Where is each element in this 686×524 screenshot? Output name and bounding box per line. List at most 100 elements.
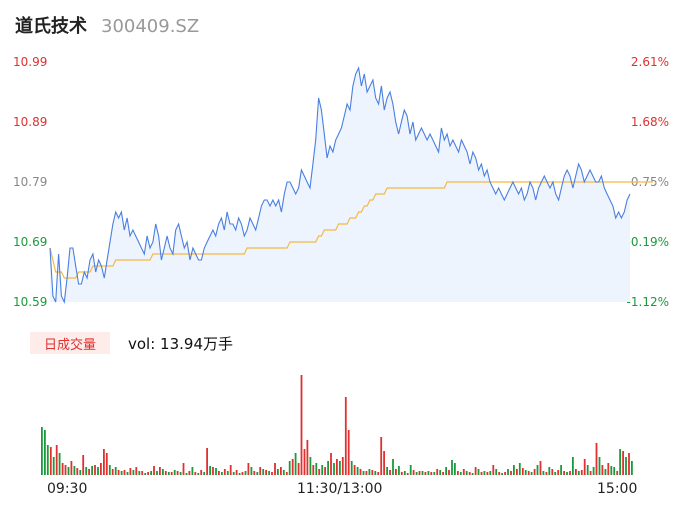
volume-bar: [427, 471, 430, 475]
volume-bar: [398, 466, 400, 475]
time-label-close: 15:00: [597, 481, 638, 497]
y-left-tick-1: 10.89: [13, 115, 47, 129]
volume-bar: [241, 472, 244, 475]
volume-bar: [274, 463, 276, 475]
volume-bar: [300, 375, 303, 475]
daily-volume-tab[interactable]: 日成交量: [30, 332, 110, 354]
volume-bar: [306, 440, 309, 475]
intraday-price-chart: 10.99 2.61%10.89 1.68%10.79 0.75%10.69 -0.19…: [13, 55, 669, 309]
volume-bar: [504, 472, 506, 475]
volume-bar: [52, 457, 55, 475]
volume-bar: [162, 469, 164, 475]
volume-bar: [197, 473, 200, 475]
volume-bar: [303, 449, 306, 475]
y-left-tick-0: 10.99: [13, 55, 47, 69]
volume-bar: [61, 463, 64, 475]
volume-bar: [44, 430, 46, 475]
volume-bar: [510, 471, 512, 475]
volume-bar: [215, 468, 217, 475]
volume-bar: [580, 470, 583, 475]
volume-bar: [415, 472, 418, 475]
volume-bar: [173, 470, 176, 475]
volume-bar: [572, 457, 574, 475]
volume-bar: [371, 470, 374, 475]
volume-bar: [489, 471, 492, 475]
volume-bar: [344, 397, 347, 475]
volume-bar: [138, 471, 141, 475]
time-label-open: 09:30: [47, 481, 88, 497]
y-left-tick-2: 10.79: [13, 175, 47, 189]
volume-bar: [347, 430, 350, 475]
volume-bar: [557, 470, 560, 475]
volume-bar: [631, 461, 633, 475]
volume-bar: [206, 448, 208, 475]
volume-bar: [164, 471, 167, 475]
volume-bar: [365, 471, 368, 475]
volume-bar: [359, 469, 362, 475]
volume-bar: [462, 469, 465, 475]
volume-bar-chart: [41, 375, 633, 475]
volume-bar: [218, 471, 220, 475]
volume-bar: [483, 471, 486, 475]
volume-bar: [315, 463, 318, 475]
y-right-tick-1: 1.68%: [631, 115, 669, 129]
volume-bar: [203, 472, 206, 475]
volume-bar: [454, 463, 456, 475]
volume-bar: [350, 461, 353, 475]
volume-bar: [117, 470, 120, 475]
volume-bar: [153, 466, 155, 475]
volume-bar: [88, 469, 90, 475]
volume-bar: [613, 467, 616, 475]
volume-bar: [536, 465, 539, 475]
volume-bar: [380, 437, 383, 475]
volume-bar: [362, 471, 365, 475]
volume-bar: [521, 468, 524, 475]
volume-bar: [356, 467, 359, 475]
volume-bar: [271, 472, 273, 475]
volume-bar: [465, 471, 468, 475]
volume-bar: [126, 472, 129, 475]
volume-bar: [209, 466, 211, 475]
volume-bar: [436, 469, 439, 475]
volume-bar: [144, 473, 147, 475]
y-right-tick-3: -0.19%: [627, 235, 669, 249]
volume-bar: [176, 471, 179, 475]
volume-bar: [108, 465, 111, 475]
volume-bar: [353, 465, 356, 475]
volume-bar: [486, 472, 489, 475]
volume-bar: [403, 471, 406, 475]
volume-bar: [386, 467, 388, 475]
volume-bar: [232, 472, 235, 475]
volume-bar: [339, 461, 341, 475]
volume-bar: [566, 472, 568, 475]
volume-bar: [262, 469, 265, 475]
volume-bar: [297, 463, 300, 475]
volume-bar: [533, 469, 536, 475]
volume-bar: [389, 470, 391, 475]
volume-bar: [622, 451, 624, 475]
volume-bar: [288, 461, 291, 475]
volume-bar: [324, 467, 326, 475]
volume-bar: [159, 467, 161, 475]
volume-bar: [185, 473, 188, 475]
volume-bar: [418, 471, 421, 475]
price-area-fill: [50, 68, 630, 302]
volume-bar: [468, 472, 471, 475]
volume-bar: [619, 449, 621, 475]
volume-bar: [551, 469, 554, 475]
volume-bar: [439, 470, 442, 475]
volume-bar: [309, 457, 312, 475]
stock-code: 300409.SZ: [101, 16, 200, 37]
volume-bar: [598, 457, 601, 475]
volume-bar: [368, 469, 371, 475]
volume-bar: [79, 470, 82, 475]
volume-bar: [141, 471, 144, 475]
volume-bar: [492, 465, 495, 475]
volume-bar: [147, 472, 149, 475]
volume-bar: [577, 471, 580, 475]
volume-bar: [111, 469, 114, 475]
volume-bar: [282, 470, 285, 475]
volume-bar: [135, 467, 138, 475]
volume-bar: [76, 468, 79, 475]
volume-bar: [477, 469, 480, 475]
